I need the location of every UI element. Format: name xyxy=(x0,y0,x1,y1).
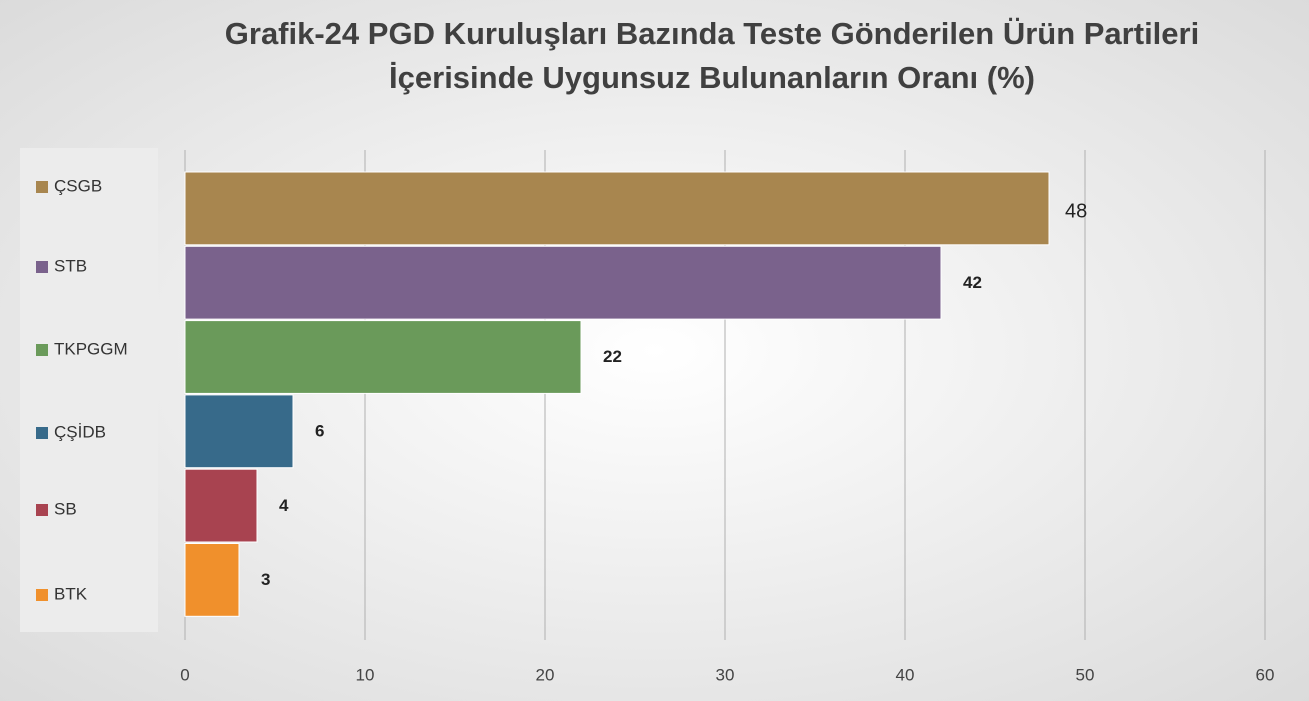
legend-label: SB xyxy=(54,499,77,518)
legend-label: STB xyxy=(54,256,87,275)
legend-label: ÇSGB xyxy=(54,176,102,195)
legend-label: TKPGGM xyxy=(54,339,128,358)
data-label: 42 xyxy=(963,273,982,292)
x-tick-label: 60 xyxy=(1256,665,1275,684)
bar xyxy=(184,543,240,617)
x-tick-label: 10 xyxy=(356,665,375,684)
x-tick-label: 0 xyxy=(180,665,189,684)
x-tick-label: 20 xyxy=(536,665,555,684)
legend-swatch xyxy=(36,261,48,273)
bar xyxy=(184,320,582,394)
data-label: 6 xyxy=(315,422,324,441)
data-label: 3 xyxy=(261,570,270,589)
bar xyxy=(184,468,258,543)
legend-label: ÇŞİDB xyxy=(54,422,106,441)
data-label: 22 xyxy=(603,347,622,366)
bar xyxy=(184,171,1050,246)
x-tick-label: 50 xyxy=(1076,665,1095,684)
chart-title: İçerisinde Uygunsuz Bulunanların Oranı (… xyxy=(389,60,1035,95)
bar xyxy=(184,245,942,320)
legend-swatch xyxy=(36,181,48,193)
bar xyxy=(184,394,294,469)
legend-box xyxy=(20,148,158,632)
x-tick-label: 30 xyxy=(716,665,735,684)
x-tick-label: 40 xyxy=(896,665,915,684)
legend-swatch xyxy=(36,344,48,356)
chart-title: Grafik-24 PGD Kuruluşları Bazında Teste … xyxy=(225,16,1199,51)
legend-swatch xyxy=(36,504,48,516)
data-label: 4 xyxy=(279,496,289,515)
legend-swatch xyxy=(36,427,48,439)
data-label: 48 xyxy=(1065,200,1087,222)
legend-swatch xyxy=(36,589,48,601)
legend-label: BTK xyxy=(54,584,88,603)
